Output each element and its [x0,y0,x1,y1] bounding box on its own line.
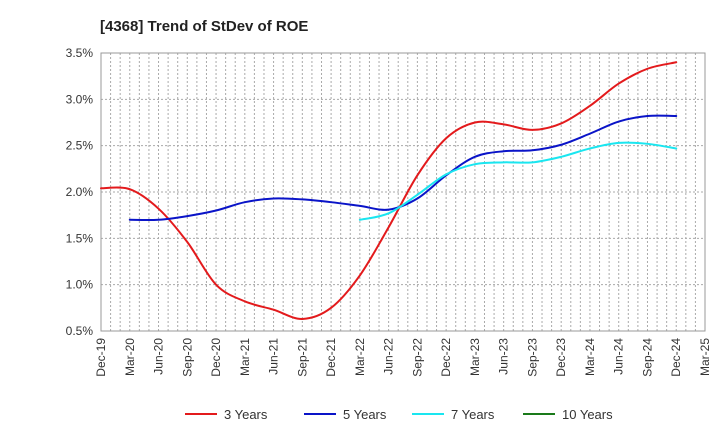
x-tick-label: Sep-20 [180,338,194,377]
grid [101,52,705,332]
x-tick-label: Dec-22 [439,338,453,377]
y-axis: 0.5% 1.0% 1.5% 2.0% 2.5% 3.0% 3.5% [66,46,94,338]
y-tick-label: 2.5% [66,139,94,153]
legend-label: 7 Years [451,407,495,422]
x-tick-label: Mar-24 [583,338,597,376]
x-tick-label: Dec-23 [554,338,568,377]
x-tick-label: Mar-20 [123,338,137,376]
x-tick-label: Mar-21 [238,338,252,376]
chart-title: [4368] Trend of StDev of ROE [100,18,308,35]
x-tick-label: Jun-21 [267,338,281,375]
y-tick-label: 1.0% [66,278,94,292]
legend: 3 Years 5 Years 7 Years 10 Years [185,407,613,422]
x-tick-label: Mar-25 [698,338,712,376]
y-tick-label: 2.0% [66,185,94,199]
x-tick-label: Sep-23 [525,338,539,377]
series-layer [100,61,678,320]
y-tick-label: 0.5% [66,324,94,338]
x-tick-label: Jun-24 [612,338,626,375]
x-tick-label: Dec-20 [209,338,223,377]
x-tick-label: Jun-23 [497,338,511,375]
x-tick-label: Dec-19 [94,338,108,377]
x-tick-label: Jun-22 [382,338,396,375]
legend-label: 10 Years [562,407,613,422]
series-line-3-years [100,61,678,320]
x-tick-label: Dec-24 [669,338,683,377]
series-line-7-years [358,141,678,221]
y-tick-label: 3.5% [66,46,94,60]
x-tick-label: Sep-21 [295,338,309,377]
x-tick-label: Sep-24 [640,338,654,377]
y-tick-label: 1.5% [66,231,94,245]
x-tick-label: Jun-20 [152,338,166,375]
x-tick-label: Mar-23 [468,338,482,376]
x-tick-label: Dec-21 [324,338,338,377]
y-tick-label: 3.0% [66,92,94,106]
x-axis: Dec-19 Mar-20 Jun-20 Sep-20 Dec-20 Mar-21 Jun-… [94,338,712,377]
legend-label: 3 Years [224,407,268,422]
plot-area-frame [100,52,706,332]
legend-label: 5 Years [343,407,387,422]
x-tick-label: Mar-22 [353,338,367,376]
x-tick-label: Sep-22 [410,338,424,377]
